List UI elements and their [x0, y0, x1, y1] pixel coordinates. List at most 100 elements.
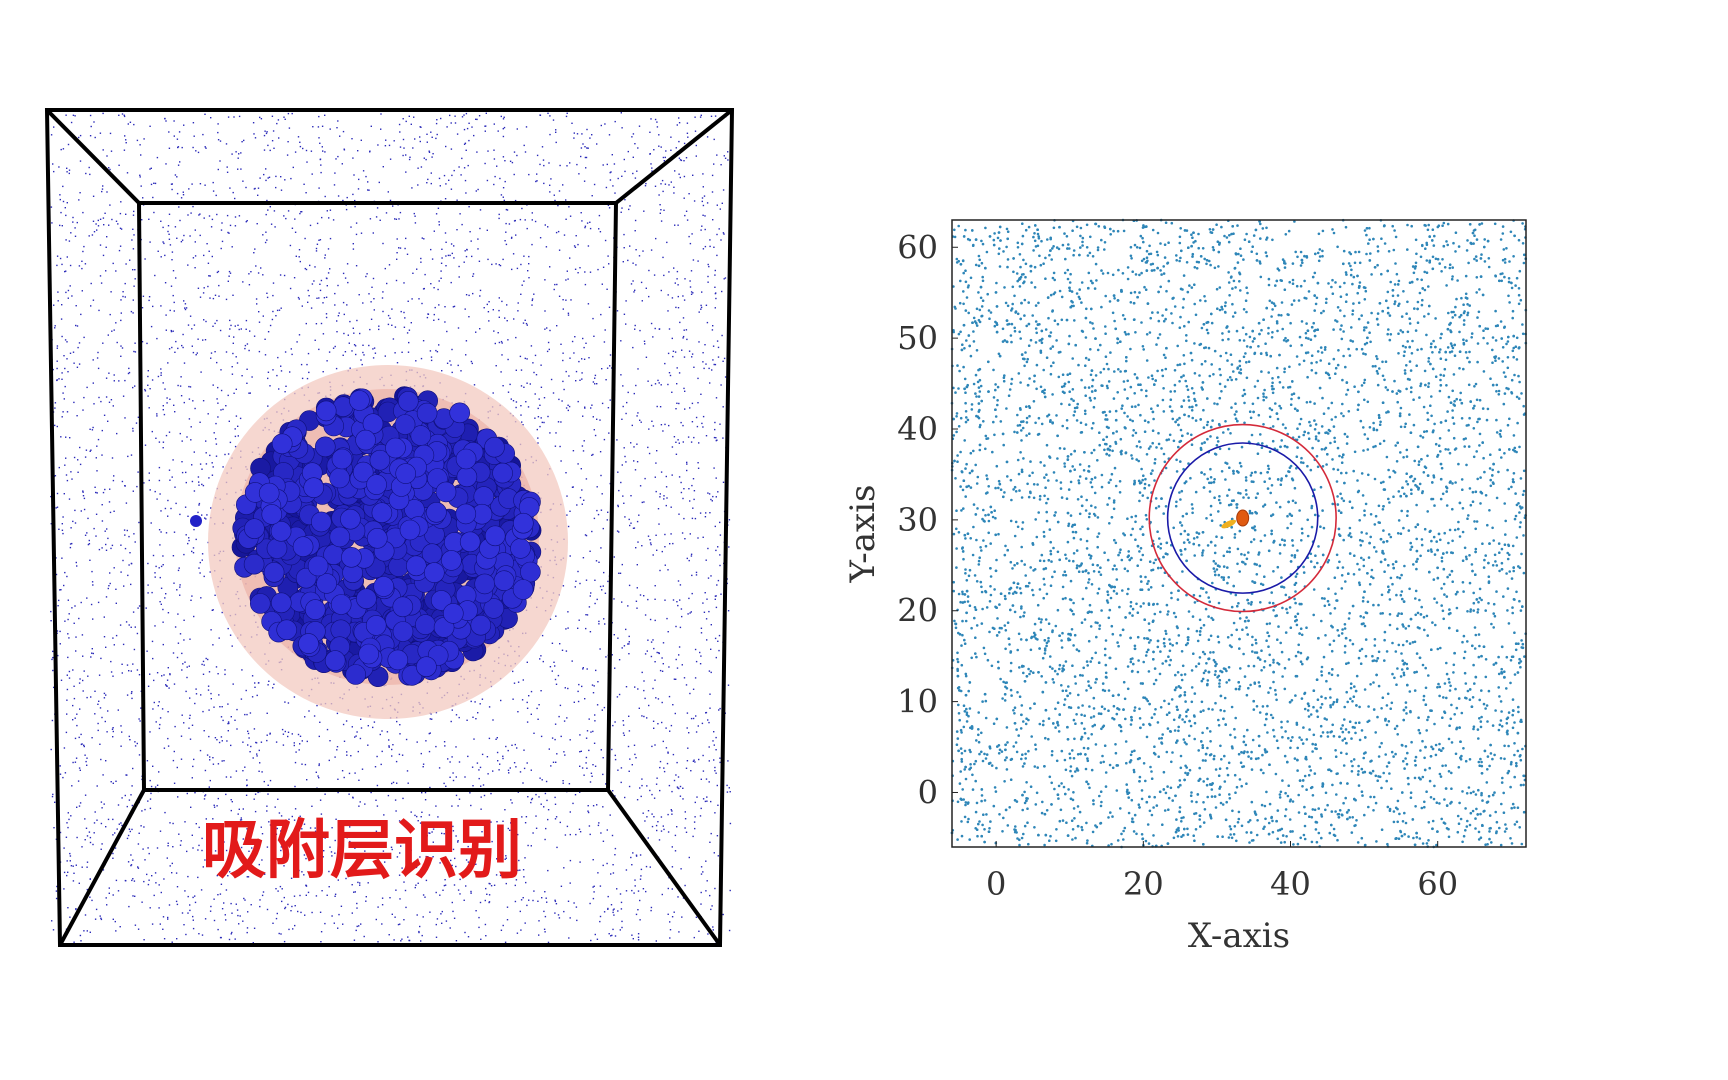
solvent-dot: [381, 750, 383, 753]
solvent-dot: [105, 549, 108, 551]
solvent-dot: [320, 279, 323, 282]
solvent-dot: [102, 185, 104, 187]
solvent-dot: [118, 380, 120, 382]
solvent-dot: [184, 303, 187, 305]
solvent-dot: [223, 902, 225, 904]
solvent-dot: [92, 426, 94, 429]
solvent-dot: [281, 888, 283, 890]
solvent-dot: [342, 272, 345, 275]
solvent-dot: [313, 280, 315, 282]
solvent-dot: [657, 723, 659, 725]
solvent-dot: [181, 461, 183, 463]
solvent-dot: [84, 263, 87, 265]
solvent-dot: [195, 823, 197, 825]
solvent-dot: [606, 367, 609, 369]
solvent-dot: [240, 698, 243, 700]
solvent-dot: [640, 281, 643, 284]
solvent-dot: [388, 746, 390, 748]
solvent-dot: [337, 315, 340, 317]
solvent-dot: [105, 897, 107, 899]
solvent-dot: [219, 851, 221, 853]
solvent-dot: [60, 211, 62, 214]
solvent-dot: [127, 372, 130, 375]
solvent-dot: [472, 292, 474, 295]
solvent-dot: [171, 183, 173, 185]
solvent-dot: [343, 148, 345, 150]
solvent-dot: [557, 674, 560, 677]
solvent-dot: [260, 741, 263, 743]
solvent-dot: [525, 881, 527, 884]
solvent-dot: [245, 221, 247, 223]
solvent-dot: [158, 907, 160, 909]
solvent-dot: [75, 757, 78, 759]
solvent-dot: [699, 116, 702, 118]
solvent-dot: [533, 890, 535, 892]
solvent-dot: [700, 114, 702, 116]
solvent-dot: [88, 543, 91, 545]
solvent-dot: [167, 515, 169, 517]
solvent-dot: [661, 179, 664, 182]
solvent-dot: [670, 181, 672, 183]
solvent-dot: [618, 572, 620, 574]
solvent-dot: [169, 865, 171, 867]
solvent-dot: [454, 122, 457, 124]
solvent-dot: [677, 439, 679, 441]
solvent-dot: [571, 122, 573, 124]
solvent-dot: [168, 213, 171, 215]
solvent-dot: [443, 833, 445, 835]
solvent-dot: [117, 890, 120, 892]
solvent-dot: [280, 933, 282, 935]
solvent-dot: [426, 133, 428, 135]
solvent-dot: [188, 398, 191, 400]
solvent-dot: [63, 493, 65, 495]
solvent-dot: [227, 730, 229, 732]
solvent-dot: [590, 407, 592, 409]
solvent-dot: [428, 750, 431, 753]
solvent-dot: [124, 296, 126, 298]
solvent-dot: [181, 912, 184, 914]
solvent-dot: [527, 406, 530, 408]
solvent-dot: [499, 763, 501, 765]
solvent-dot: [361, 768, 364, 770]
solvent-dot: [622, 732, 625, 734]
solvent-dot: [96, 229, 98, 231]
solvent-dot: [348, 342, 350, 344]
solvent-dot: [410, 811, 412, 813]
solvent-dot: [188, 385, 190, 388]
solvent-dot: [629, 245, 631, 247]
solvent-dot: [255, 265, 257, 267]
solvent-dot: [692, 478, 695, 480]
solvent-dot: [169, 822, 171, 824]
solvent-dot: [155, 721, 157, 723]
solvent-dot: [335, 367, 338, 370]
solvent-dot: [659, 569, 661, 572]
solvent-dot: [242, 741, 244, 743]
solvent-dot: [272, 130, 275, 132]
solvent-dot: [607, 908, 609, 910]
solvent-dot: [623, 233, 625, 236]
solvent-dot: [449, 114, 451, 117]
solvent-dot: [601, 493, 603, 495]
solvent-dot: [298, 334, 301, 336]
solvent-dot: [517, 302, 519, 304]
solvent-dot: [103, 803, 105, 805]
solvent-dot: [629, 758, 631, 760]
solvent-dot: [524, 357, 526, 360]
solvent-dot: [191, 724, 194, 726]
solvent-dot: [78, 199, 80, 201]
solvent-dot: [274, 806, 276, 808]
solvent-dot: [150, 325, 153, 328]
solvent-dot: [466, 868, 469, 871]
solvent-dot: [174, 725, 176, 728]
solvent-dot: [346, 837, 348, 839]
solvent-dot: [683, 175, 686, 178]
solvent-dot: [192, 919, 194, 921]
solvent-dot: [336, 712, 339, 715]
solvent-dot: [359, 834, 361, 837]
solvent-dot: [459, 893, 461, 895]
solvent-dot: [555, 683, 558, 685]
solvent-dot: [683, 677, 686, 679]
solvent-dot: [686, 132, 689, 134]
solvent-dot: [424, 273, 426, 276]
solvent-dot: [259, 177, 261, 179]
